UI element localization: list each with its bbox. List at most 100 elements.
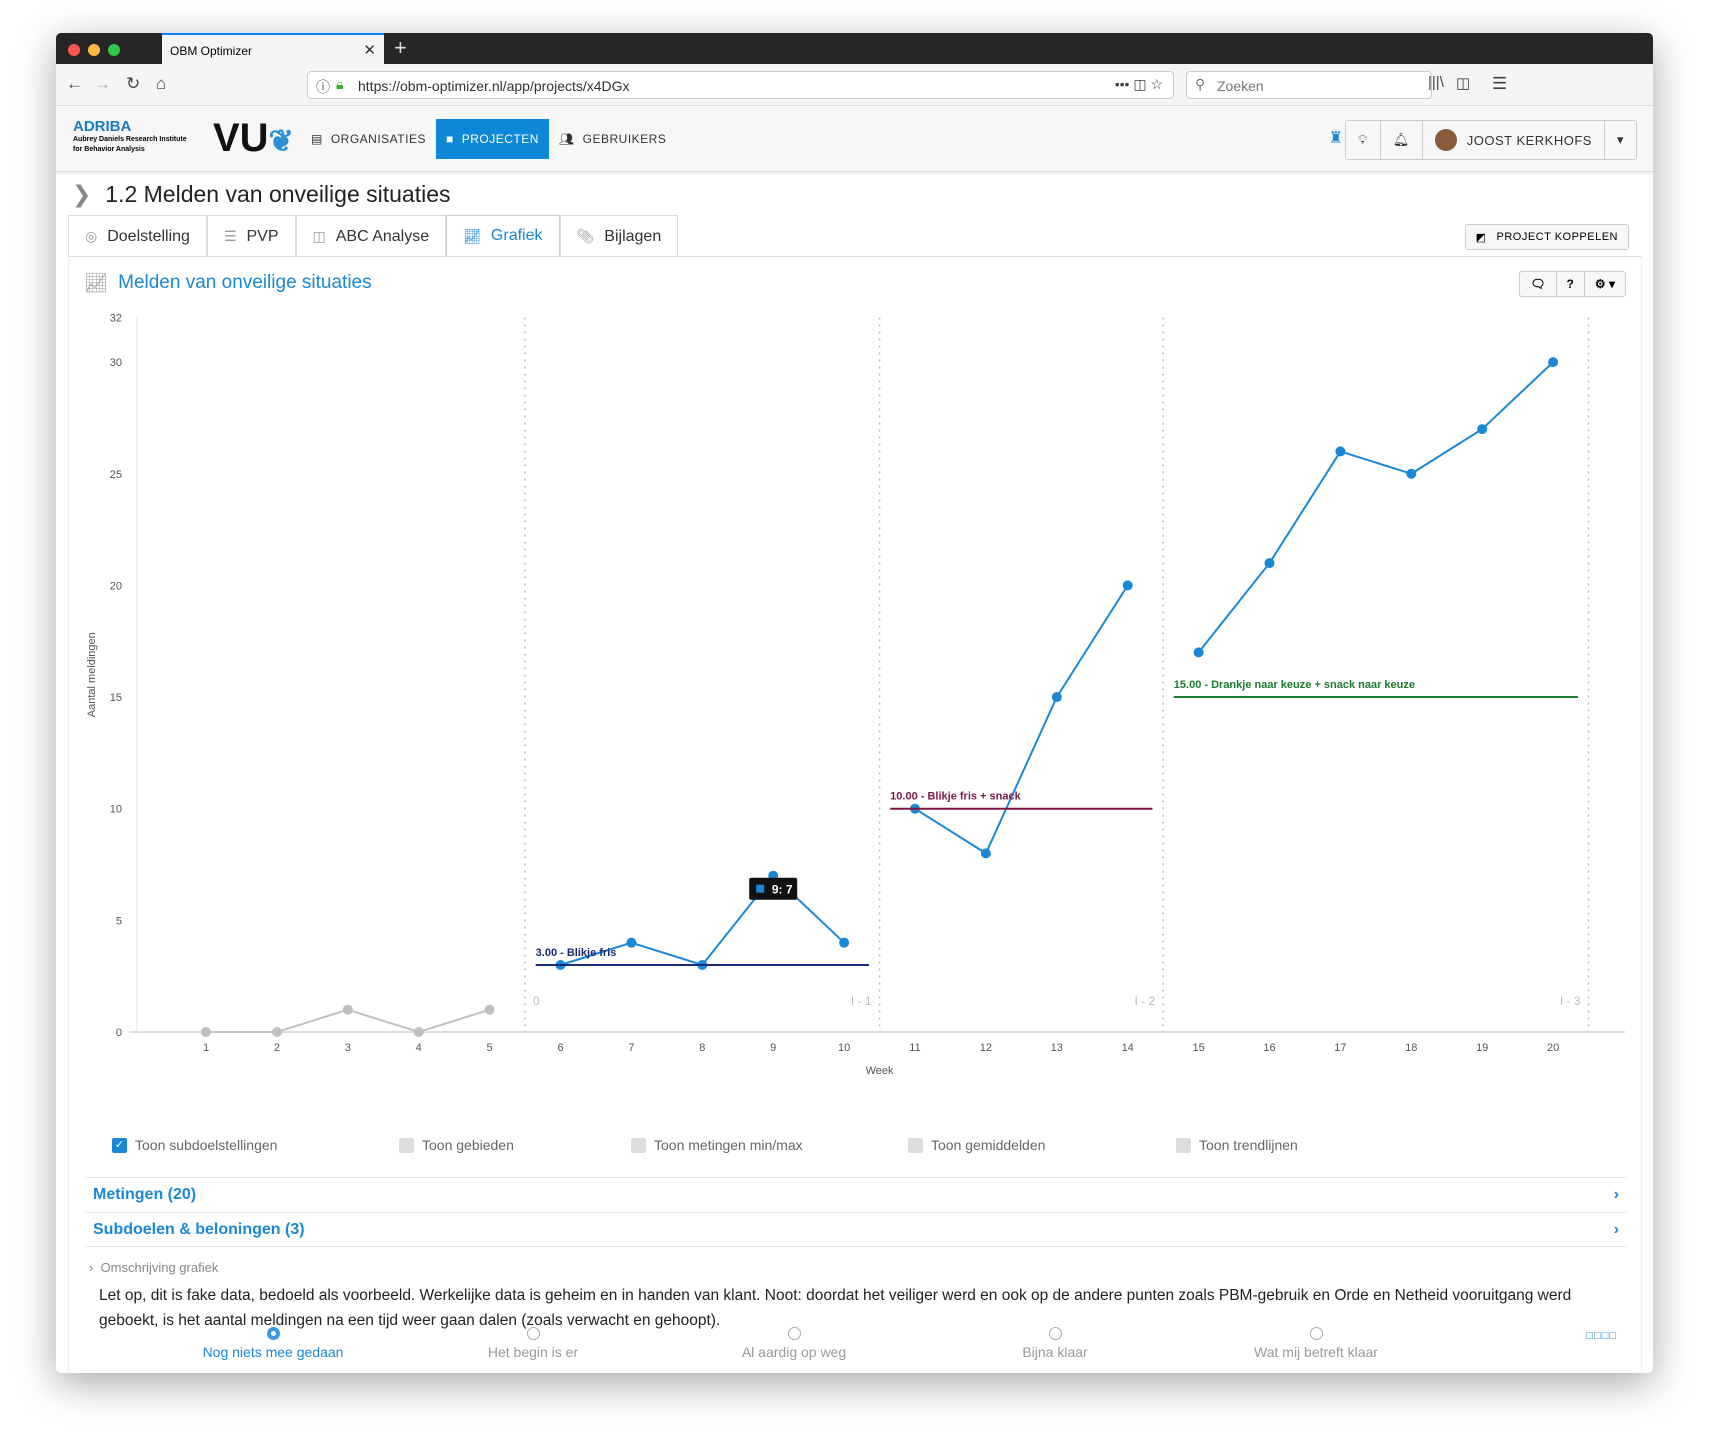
browser-search-input[interactable]: ⚲ Zoeken bbox=[1186, 71, 1432, 99]
toggle-gemiddelden[interactable]: Toon gemiddelden bbox=[908, 1137, 1045, 1153]
checkbox-checked[interactable]: ✓ bbox=[112, 1137, 127, 1153]
section-label: Metingen (20) bbox=[93, 1186, 197, 1203]
toggle-subdoelstellingen[interactable]: ✓ Toon subdoelstellingen bbox=[112, 1137, 277, 1153]
x-tick-label: 16 bbox=[1263, 1042, 1275, 1054]
x-tick-label: 8 bbox=[699, 1042, 705, 1054]
x-tick-label: 17 bbox=[1334, 1042, 1346, 1054]
back-icon[interactable]: ← bbox=[66, 74, 83, 93]
menu-projecten[interactable]: ■ PROJECTEN bbox=[435, 119, 549, 159]
forward-icon[interactable]: → bbox=[94, 74, 111, 93]
progress-option[interactable]: Al aardig op weg bbox=[674, 1327, 914, 1361]
radio[interactable] bbox=[1309, 1327, 1323, 1340]
close-window-button[interactable] bbox=[68, 44, 80, 56]
subgoal-label: 15.00 - Drankje naar keuze + snack naar … bbox=[1174, 679, 1415, 691]
avatar bbox=[1434, 129, 1457, 151]
radio[interactable] bbox=[1048, 1327, 1062, 1340]
checkbox[interactable] bbox=[399, 1137, 414, 1153]
checkbox[interactable] bbox=[1176, 1137, 1191, 1153]
minimize-window-button[interactable] bbox=[88, 44, 100, 56]
checkbox[interactable] bbox=[908, 1137, 923, 1153]
radio-selected[interactable] bbox=[266, 1327, 280, 1340]
checkbox[interactable] bbox=[631, 1137, 646, 1153]
subdoelen-section[interactable]: Subdoelen & beloningen (3) › bbox=[85, 1212, 1627, 1247]
browser-tabbar: OBM Optimizer ✕ + bbox=[56, 33, 1653, 64]
users-icon: 👥︎ bbox=[558, 132, 575, 146]
section-label: Omschrijving grafiek bbox=[100, 1260, 219, 1275]
menu-gebruikers[interactable]: 👥︎ GEBRUIKERS bbox=[549, 119, 676, 159]
x-tick-label: 12 bbox=[980, 1042, 992, 1054]
adriba-logo[interactable]: ADRIBA Aubrey Daniels Research Institute f… bbox=[73, 118, 187, 155]
browser-tab[interactable]: OBM Optimizer ✕ bbox=[162, 33, 384, 64]
chart-panel: 0 5 10 15 20 25 30 32 1 2 3 4 5 6 7 8 9 10 11 12 13 14 15 16 17 1… bbox=[68, 256, 1642, 1373]
tab-abc-analyse[interactable]: ◫ ABC Analyse bbox=[295, 215, 447, 257]
tab-label: Grafiek bbox=[490, 227, 543, 244]
radio[interactable] bbox=[787, 1327, 801, 1340]
notifications-button[interactable]: 🔔︎ bbox=[1381, 121, 1423, 159]
page-actions-icon[interactable]: ••• ◫ ☆ bbox=[1114, 76, 1163, 92]
data-point bbox=[1264, 558, 1275, 569]
x-tick-label: 10 bbox=[838, 1042, 850, 1054]
user-dropdown-button[interactable]: ▾ bbox=[1605, 121, 1636, 159]
toggle-trendlijnen[interactable]: Toon trendlijnen bbox=[1176, 1137, 1298, 1153]
progress-option[interactable]: Het begin is er bbox=[413, 1327, 653, 1361]
progress-squares[interactable]: □□□□ bbox=[1586, 1330, 1617, 1342]
x-tick-label: 6 bbox=[557, 1042, 563, 1054]
robot-icon[interactable]: ♜ bbox=[1328, 130, 1343, 147]
y-tick-label: 25 bbox=[110, 469, 122, 481]
tab-doelstelling[interactable]: ◎ Doelstelling bbox=[68, 215, 207, 257]
y-tick-label: 32 bbox=[110, 312, 122, 324]
list-icon: ☰ bbox=[223, 228, 237, 244]
user-menu-button[interactable]: JOOST KERKHOFS bbox=[1423, 121, 1605, 159]
data-point bbox=[1406, 468, 1417, 479]
x-tick-label: 15 bbox=[1192, 1042, 1204, 1054]
menu-label: ORGANISATIES bbox=[330, 132, 426, 146]
chart-tools: 🗨︎ ? ⚙ ▾ bbox=[1519, 271, 1626, 297]
y-tick-label: 0 bbox=[116, 1027, 122, 1039]
chart-title-text: Melden van onveilige situaties bbox=[118, 272, 372, 293]
lightbulb-button[interactable]: 💡︎ bbox=[1346, 121, 1381, 159]
gear-icon: ⚙ ▾ bbox=[1594, 277, 1615, 291]
radio[interactable] bbox=[526, 1327, 540, 1340]
data-point bbox=[626, 937, 637, 948]
new-tab-icon[interactable]: + bbox=[394, 35, 407, 60]
browser-window: OBM Optimizer ✕ + ← → ↻ ⌂ ⓘ 🔒︎ https://obm-… bbox=[56, 33, 1653, 1373]
hamburger-menu-icon[interactable]: ☰ bbox=[1492, 74, 1508, 93]
user-name: JOOST KERKHOFS bbox=[1466, 132, 1592, 148]
url-bar[interactable]: ⓘ 🔒︎ https://obm-optimizer.nl/app/projects… bbox=[307, 71, 1174, 99]
reload-icon[interactable]: ↻ bbox=[126, 74, 141, 93]
toggle-min-max[interactable]: Toon metingen min/max bbox=[631, 1137, 803, 1153]
library-icon[interactable]: |||\ bbox=[1428, 74, 1444, 91]
progress-option[interactable]: Bijna klaar bbox=[935, 1327, 1175, 1361]
tab-label: Doelstelling bbox=[107, 227, 190, 245]
maximize-window-button[interactable] bbox=[108, 44, 120, 56]
tab-bijlagen[interactable]: 📎︎ Bijlagen bbox=[559, 215, 679, 257]
help-button[interactable]: ? bbox=[1557, 272, 1585, 296]
data-point bbox=[839, 937, 850, 948]
tab-label: Bijlagen bbox=[604, 227, 662, 245]
progress-radios: Nog niets mee gedaan Het begin is er Al … bbox=[69, 1327, 1643, 1367]
vu-logo-text: VU bbox=[213, 116, 269, 160]
chevron-right-icon: › bbox=[1613, 1221, 1619, 1238]
chevron-right-icon: › bbox=[89, 1260, 101, 1275]
metingen-section[interactable]: Metingen (20) › bbox=[85, 1177, 1627, 1212]
toggle-gebieden[interactable]: Toon gebieden bbox=[399, 1137, 514, 1153]
omschrijving-toggle[interactable]: › Omschrijving grafiek bbox=[89, 1260, 218, 1275]
comments-button[interactable]: 🗨︎ bbox=[1520, 272, 1557, 296]
progress-option[interactable]: Wat mij betreft klaar bbox=[1196, 1327, 1436, 1361]
settings-button[interactable]: ⚙ ▾ bbox=[1585, 272, 1625, 296]
progress-option[interactable]: Nog niets mee gedaan bbox=[153, 1327, 393, 1361]
phase-label: I - 3 bbox=[1560, 994, 1581, 1008]
folder-icon: ■ bbox=[445, 132, 454, 146]
sidebar-icon[interactable]: ◫ bbox=[1456, 75, 1471, 92]
series-line bbox=[914, 584, 1129, 855]
close-tab-icon[interactable]: ✕ bbox=[363, 42, 376, 59]
home-icon[interactable]: ⌂ bbox=[156, 74, 167, 93]
data-point bbox=[1548, 357, 1559, 368]
project-koppelen-button[interactable]: ◩ PROJECT KOPPELEN bbox=[1464, 224, 1629, 250]
menu-organisaties[interactable]: ▤ ORGANISATIES bbox=[301, 119, 436, 159]
tab-pvp[interactable]: ☰ PVP bbox=[206, 215, 296, 257]
tab-grafiek[interactable]: 📈︎ Grafiek bbox=[446, 215, 560, 257]
logo-subtitle: Aubrey Daniels Research Institute bbox=[73, 136, 187, 143]
vu-logo[interactable]: VU❦ bbox=[213, 116, 294, 161]
chevron-right-icon[interactable]: ❯ bbox=[72, 181, 92, 207]
